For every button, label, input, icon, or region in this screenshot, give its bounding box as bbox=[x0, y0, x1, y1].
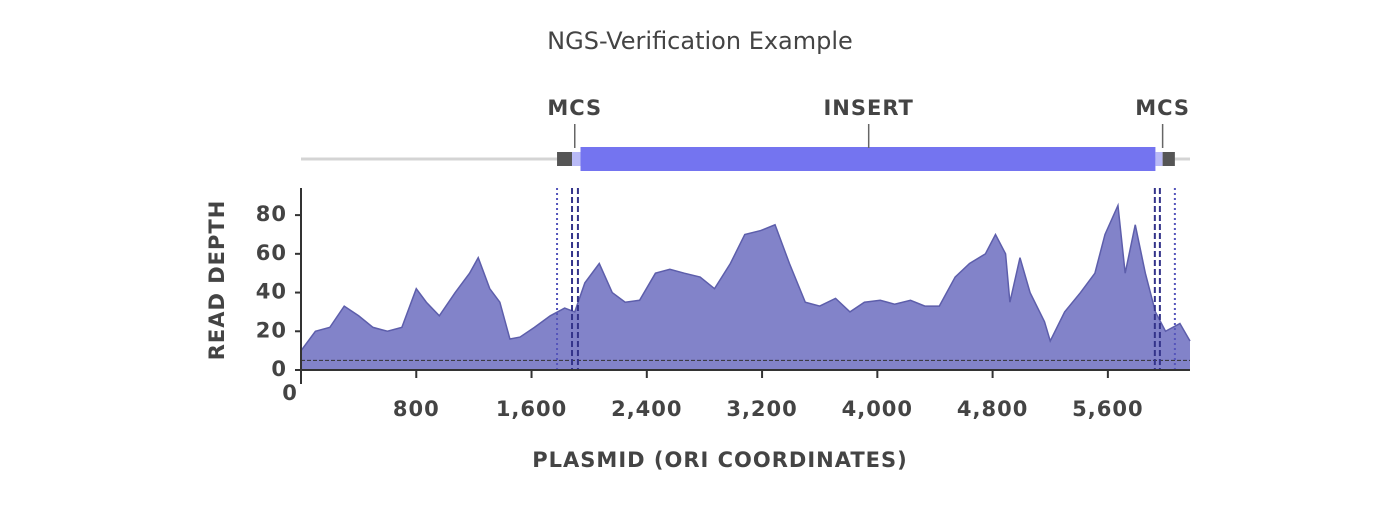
y-tick-label: 80 bbox=[256, 202, 287, 226]
x-axis-label: PLASMID (ORI COORDINATES) bbox=[532, 448, 907, 472]
feature-label: MCS bbox=[1135, 96, 1190, 120]
coverage-area bbox=[301, 205, 1190, 370]
x-tick-label: 800 bbox=[393, 397, 440, 421]
feature-label: MCS bbox=[547, 96, 602, 120]
y-tick-label: 60 bbox=[256, 241, 287, 265]
chart-title: NGS-Verification Example bbox=[547, 27, 853, 55]
feature bbox=[557, 152, 573, 166]
feature bbox=[572, 152, 581, 166]
x-tick-label: 1,600 bbox=[496, 397, 567, 421]
x-tick-label: 2,400 bbox=[611, 397, 682, 421]
x-tick-label: 0 bbox=[282, 381, 298, 405]
y-tick-label: 0 bbox=[271, 357, 287, 381]
y-tick-label: 20 bbox=[256, 318, 287, 342]
coverage-line bbox=[300, 202, 1191, 352]
x-tick-label: 5,600 bbox=[1072, 397, 1143, 421]
feature bbox=[580, 147, 1156, 171]
y-tick-label: 40 bbox=[256, 280, 287, 304]
x-tick-label: 3,200 bbox=[726, 397, 797, 421]
feature bbox=[1155, 152, 1163, 166]
feature-label: INSERT bbox=[823, 96, 913, 120]
y-axis-label: READ DEPTH bbox=[205, 200, 229, 361]
x-tick-label: 4,800 bbox=[957, 397, 1028, 421]
feature bbox=[1162, 152, 1175, 166]
x-tick-label: 4,000 bbox=[842, 397, 913, 421]
